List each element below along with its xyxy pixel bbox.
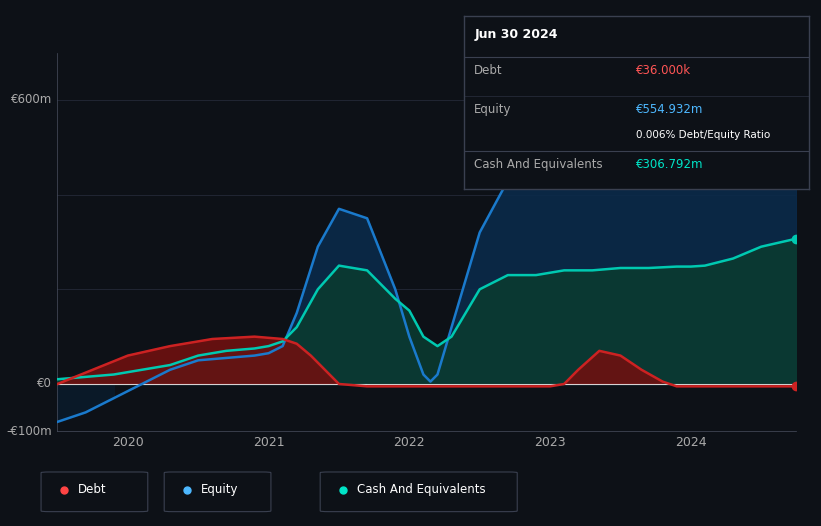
Text: €36.000k: €36.000k: [636, 64, 691, 77]
Text: Debt: Debt: [475, 64, 502, 77]
Text: Debt: Debt: [78, 483, 107, 496]
Text: 0.006% Debt/Equity Ratio: 0.006% Debt/Equity Ratio: [636, 130, 771, 140]
Text: Cash And Equivalents: Cash And Equivalents: [357, 483, 486, 496]
Text: -€100m: -€100m: [7, 425, 52, 438]
Text: Cash And Equivalents: Cash And Equivalents: [475, 158, 603, 171]
Text: €600m: €600m: [11, 94, 52, 106]
Text: Equity: Equity: [201, 483, 239, 496]
Text: Jun 30 2024: Jun 30 2024: [475, 28, 557, 41]
Text: €554.932m: €554.932m: [636, 103, 704, 116]
Text: €0: €0: [37, 378, 52, 390]
Text: Equity: Equity: [475, 103, 511, 116]
Text: €306.792m: €306.792m: [636, 158, 704, 171]
